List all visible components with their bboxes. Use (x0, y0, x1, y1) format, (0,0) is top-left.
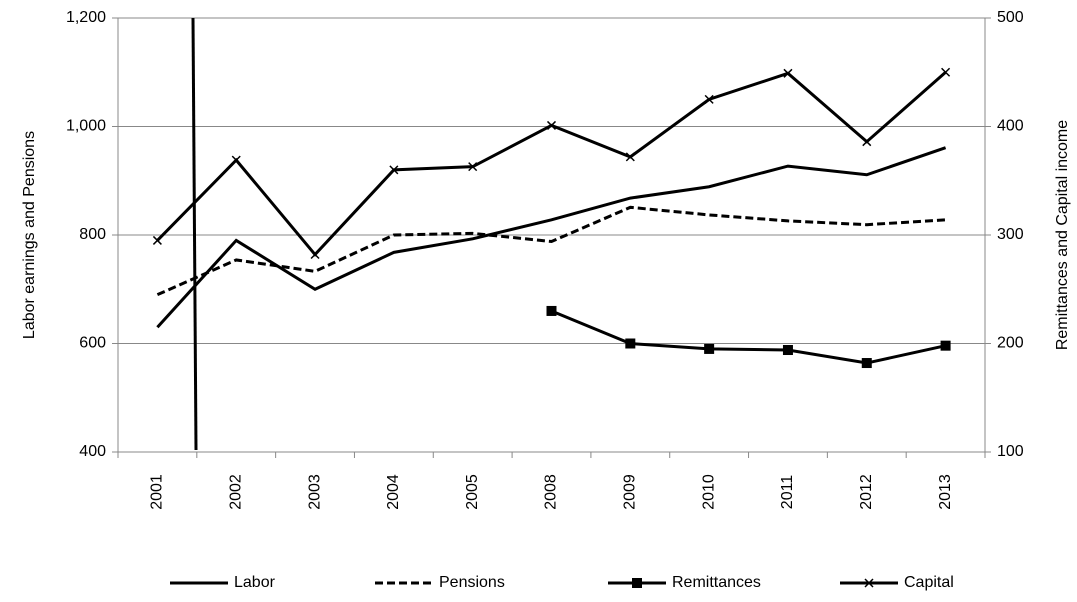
y-tick-label: 1,200 (66, 9, 106, 26)
y2-tick-label: 100 (997, 443, 1024, 460)
y-tick-label: 800 (79, 226, 106, 243)
x-tick-label: 2004 (385, 474, 402, 510)
legend-label: Capital (904, 574, 954, 591)
series-line (550, 309, 946, 365)
point-marker (862, 137, 872, 147)
legend-label: Remittances (672, 574, 761, 591)
x-tick-label: 2011 (779, 475, 796, 510)
x-tick-label: 2002 (227, 474, 244, 510)
point-marker (861, 358, 872, 369)
series-line (156, 71, 947, 257)
y-tick-label: 1,000 (66, 118, 106, 135)
point-marker (389, 165, 399, 175)
point-marker (704, 94, 714, 104)
y-tick-label: 600 (79, 335, 106, 352)
point-marker (941, 67, 951, 77)
point-marker (783, 68, 793, 78)
point-marker (625, 338, 636, 349)
x-tick-label: 2013 (937, 474, 954, 510)
stray-line (191, 17, 198, 451)
x-tick-label: 2003 (306, 474, 323, 510)
y2-tick-label: 500 (997, 9, 1024, 26)
y2-tick-label: 300 (997, 226, 1024, 243)
y2-tick-label: 400 (997, 118, 1024, 135)
point-marker (940, 340, 951, 351)
legend-marker (632, 578, 642, 588)
point-marker (310, 249, 320, 260)
legend-label: Pensions (439, 574, 505, 591)
y2-axis-title: Remittances and Capital income (1054, 120, 1071, 350)
point-marker (782, 345, 793, 356)
x-tick-label: 2005 (464, 474, 481, 510)
point-marker (231, 155, 241, 165)
series-line (156, 146, 947, 329)
x-tick-label: 2008 (543, 474, 560, 510)
y-axis-title: Labor earnings and Pensions (21, 131, 38, 339)
y-tick-label: 400 (79, 443, 106, 460)
point-marker (704, 343, 715, 354)
x-tick-label: 2012 (858, 474, 875, 510)
point-marker (152, 235, 162, 245)
x-tick-label: 2009 (622, 474, 639, 510)
legend-label: Labor (234, 574, 276, 591)
y2-tick-label: 200 (997, 335, 1024, 352)
series-line (156, 205, 946, 297)
x-tick-label: 2010 (700, 474, 717, 510)
point-marker (546, 120, 557, 130)
legend-marker (864, 578, 874, 588)
point-marker (468, 162, 478, 172)
x-tick-label: 2001 (149, 474, 166, 510)
point-marker (546, 305, 557, 316)
point-marker (625, 152, 635, 162)
